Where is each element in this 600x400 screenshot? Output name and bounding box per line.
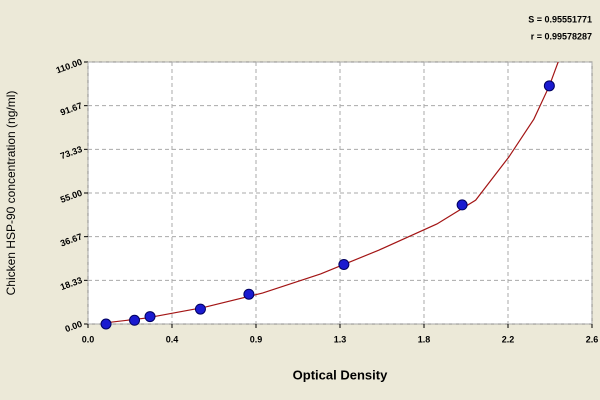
data-point [144,311,156,323]
x-tick-label: 1.8 [418,334,431,344]
data-point [456,199,468,211]
data-point [243,288,255,300]
annotation: r = 0.99578287 [531,31,592,41]
x-tick-label: 1.3 [334,334,347,344]
data-point [543,80,555,92]
x-tick-label: 2.2 [502,334,515,344]
x-axis-label: Optical Density [293,367,388,382]
data-point [129,314,141,326]
data-point [194,303,206,315]
x-tick-label: 0.4 [166,334,179,344]
x-tick-label: 0.9 [250,334,263,344]
data-point [338,258,350,270]
annotation: S = 0.95551771 [528,14,592,24]
x-tick-label: 2.6 [586,334,599,344]
fit-curve [105,62,559,324]
y-axis-label: Chicken HSP-90 concentration (ng/ml) [4,91,18,296]
x-tick-label: 0.0 [82,334,95,344]
data-point [100,318,112,330]
